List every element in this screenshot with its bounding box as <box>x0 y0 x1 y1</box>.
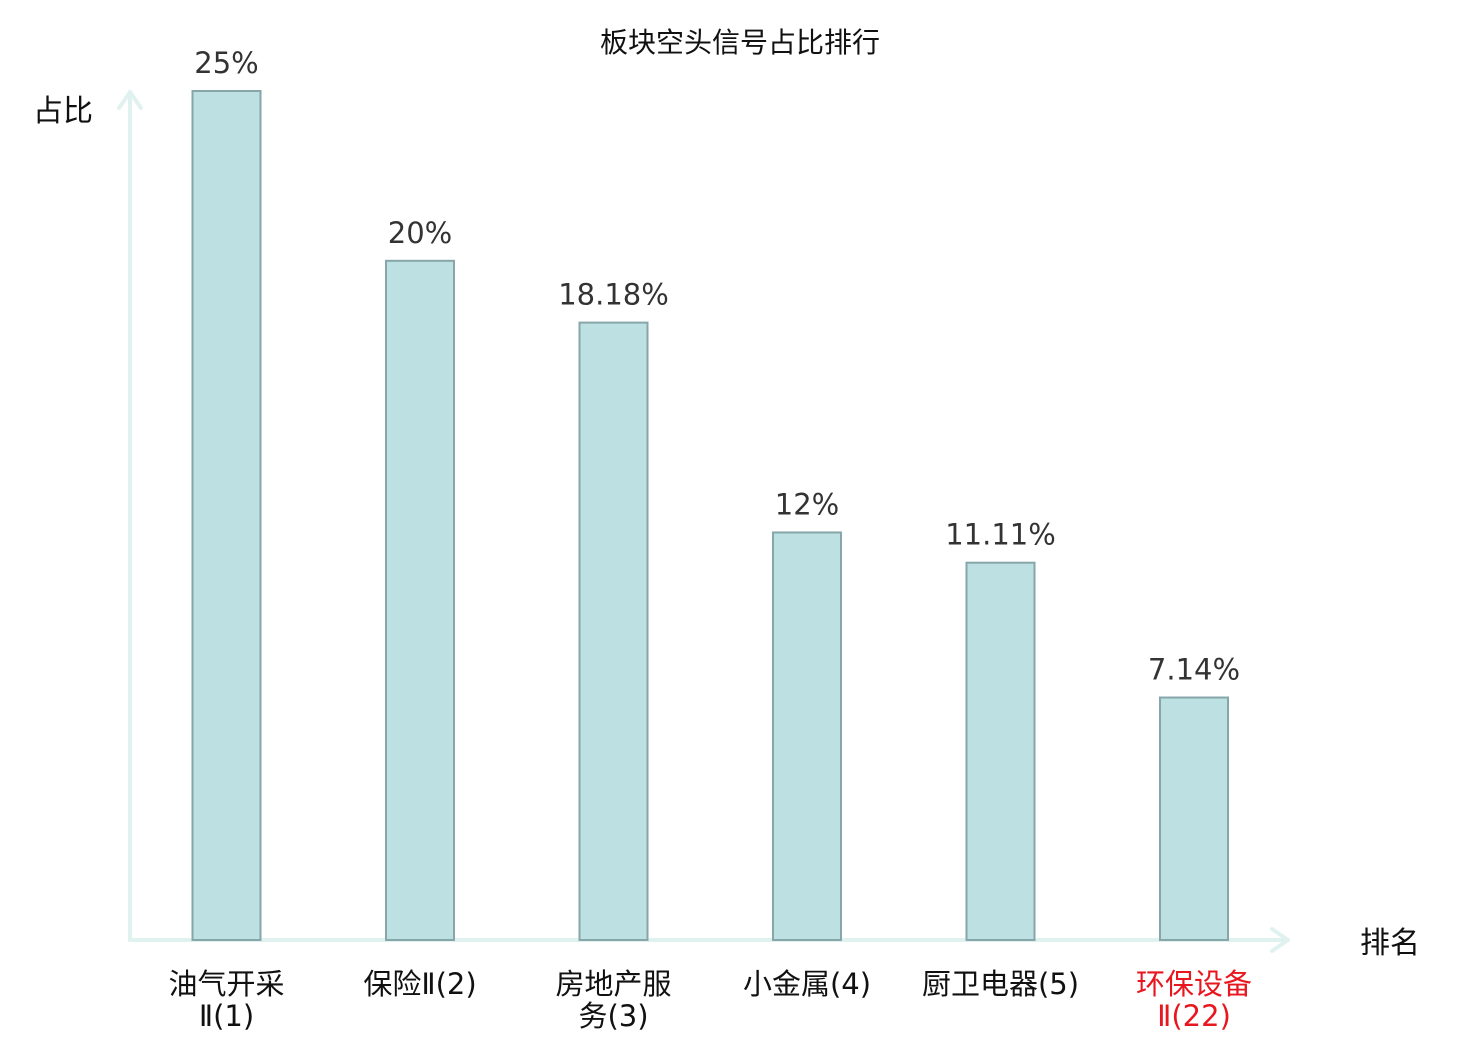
x-axis-arrow-icon <box>1270 927 1290 953</box>
bar-4 <box>772 531 842 941</box>
bar-value-label-5: 11.11% <box>945 518 1056 552</box>
category-label-1-line-2: Ⅱ(1) <box>199 999 254 1033</box>
category-label-1-line-1: 油气开采 <box>168 967 284 1001</box>
value-labels-group: 25% 20% 18.18% 12% 11.11% 7.14% <box>194 46 1240 687</box>
category-label-6-line-2: Ⅱ(22) <box>1157 999 1231 1033</box>
category-label-2-line-1: 保险Ⅱ(2) <box>363 967 476 1001</box>
y-axis-title: 占比 <box>33 94 93 129</box>
category-label-3-line-1: 房地产服 <box>555 967 671 1001</box>
bar-3 <box>578 321 649 942</box>
bar-value-label-1: 25% <box>194 46 258 80</box>
bar-value-label-4: 12% <box>775 487 839 521</box>
bar-5 <box>965 561 1036 941</box>
bar-1 <box>191 90 262 941</box>
category-label-3-line-2: 务(3) <box>578 999 648 1033</box>
bars-group <box>191 90 1229 942</box>
category-label-5-line-1: 厨卫电器(5) <box>922 967 1079 1001</box>
bar-value-label-6: 7.14% <box>1148 653 1240 687</box>
category-label-4-line-1: 小金属(4) <box>743 967 871 1001</box>
bar-value-label-2: 20% <box>388 216 452 250</box>
category-label-6-line-1: 环保设备 <box>1136 967 1252 1001</box>
chart-title: 板块空头信号占比排行 <box>600 26 880 59</box>
y-axis-arrow-icon <box>117 90 143 110</box>
x-axis-title: 排名 <box>1360 926 1420 961</box>
bar-2 <box>385 259 455 941</box>
bar-6 <box>1159 696 1229 941</box>
bar-value-label-3: 18.18% <box>558 278 669 312</box>
